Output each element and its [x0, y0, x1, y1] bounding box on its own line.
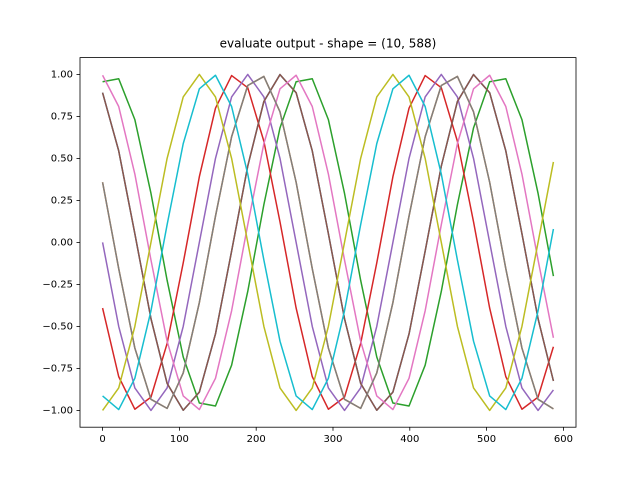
x-tick-label: 0	[99, 434, 105, 445]
x-tick-label: 500	[477, 434, 496, 445]
series-line	[101, 73, 555, 411]
series-line	[101, 74, 555, 410]
x-tick-label: 400	[400, 434, 419, 445]
y-tick-label: −0.25	[42, 279, 73, 290]
y-tick-label: 0.25	[51, 195, 73, 206]
y-tick-label: 0.50	[51, 153, 73, 164]
x-tick-label: 100	[170, 434, 189, 445]
x-tick-label: 300	[323, 434, 342, 445]
series-line	[101, 73, 555, 412]
series-line	[101, 75, 554, 410]
chart-title: evaluate output - shape = (10, 588)	[220, 37, 437, 51]
x-tick-label: 200	[247, 434, 266, 445]
y-tick-label: −0.50	[42, 321, 73, 332]
x-tick-label: 600	[554, 434, 573, 445]
series-line	[102, 78, 555, 407]
series-line	[101, 74, 555, 411]
y-tick-label: 0.75	[51, 111, 73, 122]
y-tick-label: −1.00	[42, 405, 73, 416]
series-line	[101, 73, 555, 411]
y-tick-label: 1.00	[51, 69, 73, 80]
series-line	[101, 73, 555, 412]
y-tick-label: −0.75	[42, 363, 73, 374]
series-line	[102, 74, 555, 411]
series-line	[101, 75, 554, 410]
y-tick-label: 0.00	[51, 237, 73, 248]
